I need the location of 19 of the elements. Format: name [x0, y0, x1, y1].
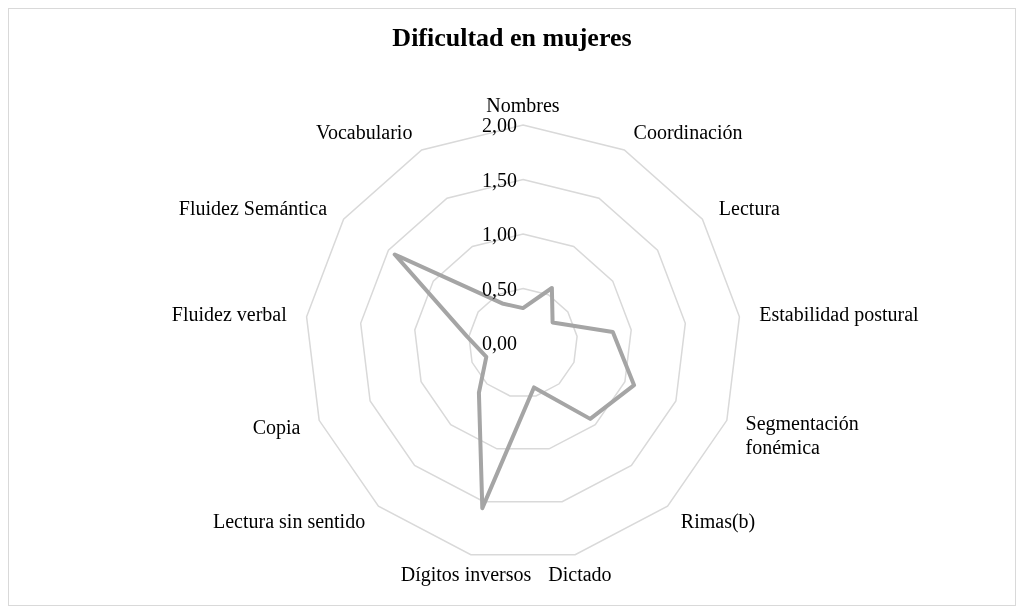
- y-tick-label: 2,00: [482, 114, 517, 136]
- y-tick-label: 1,00: [482, 223, 517, 245]
- spoke-label: Dictado: [548, 563, 612, 586]
- y-tick-label: 0,50: [482, 277, 517, 300]
- y-tick-label: 1,50: [482, 168, 517, 191]
- spoke-label: Dígitos inversos: [400, 563, 532, 587]
- spoke-label: Copia: [252, 416, 301, 440]
- spoke-label: Fluidez Semántica: [178, 196, 328, 219]
- spoke-label: Segmentación fonémica: [745, 412, 859, 459]
- spoke-label: Vocabulario: [316, 121, 413, 144]
- y-tick-label: 0,00: [482, 332, 517, 354]
- spoke-label: Estabilidad postural: [759, 303, 920, 327]
- spoke-label: Rimas(b): [680, 510, 756, 534]
- spoke-label: Fluidez verbal: [171, 303, 288, 326]
- spoke-label: Nombres: [486, 94, 560, 116]
- spoke-label: Lectura sin sentido: [212, 510, 366, 533]
- chart-title: Dificultad en mujeres: [391, 23, 633, 53]
- spoke-label: Coordinación: [633, 121, 743, 144]
- spoke-label: Lectura: [718, 196, 781, 219]
